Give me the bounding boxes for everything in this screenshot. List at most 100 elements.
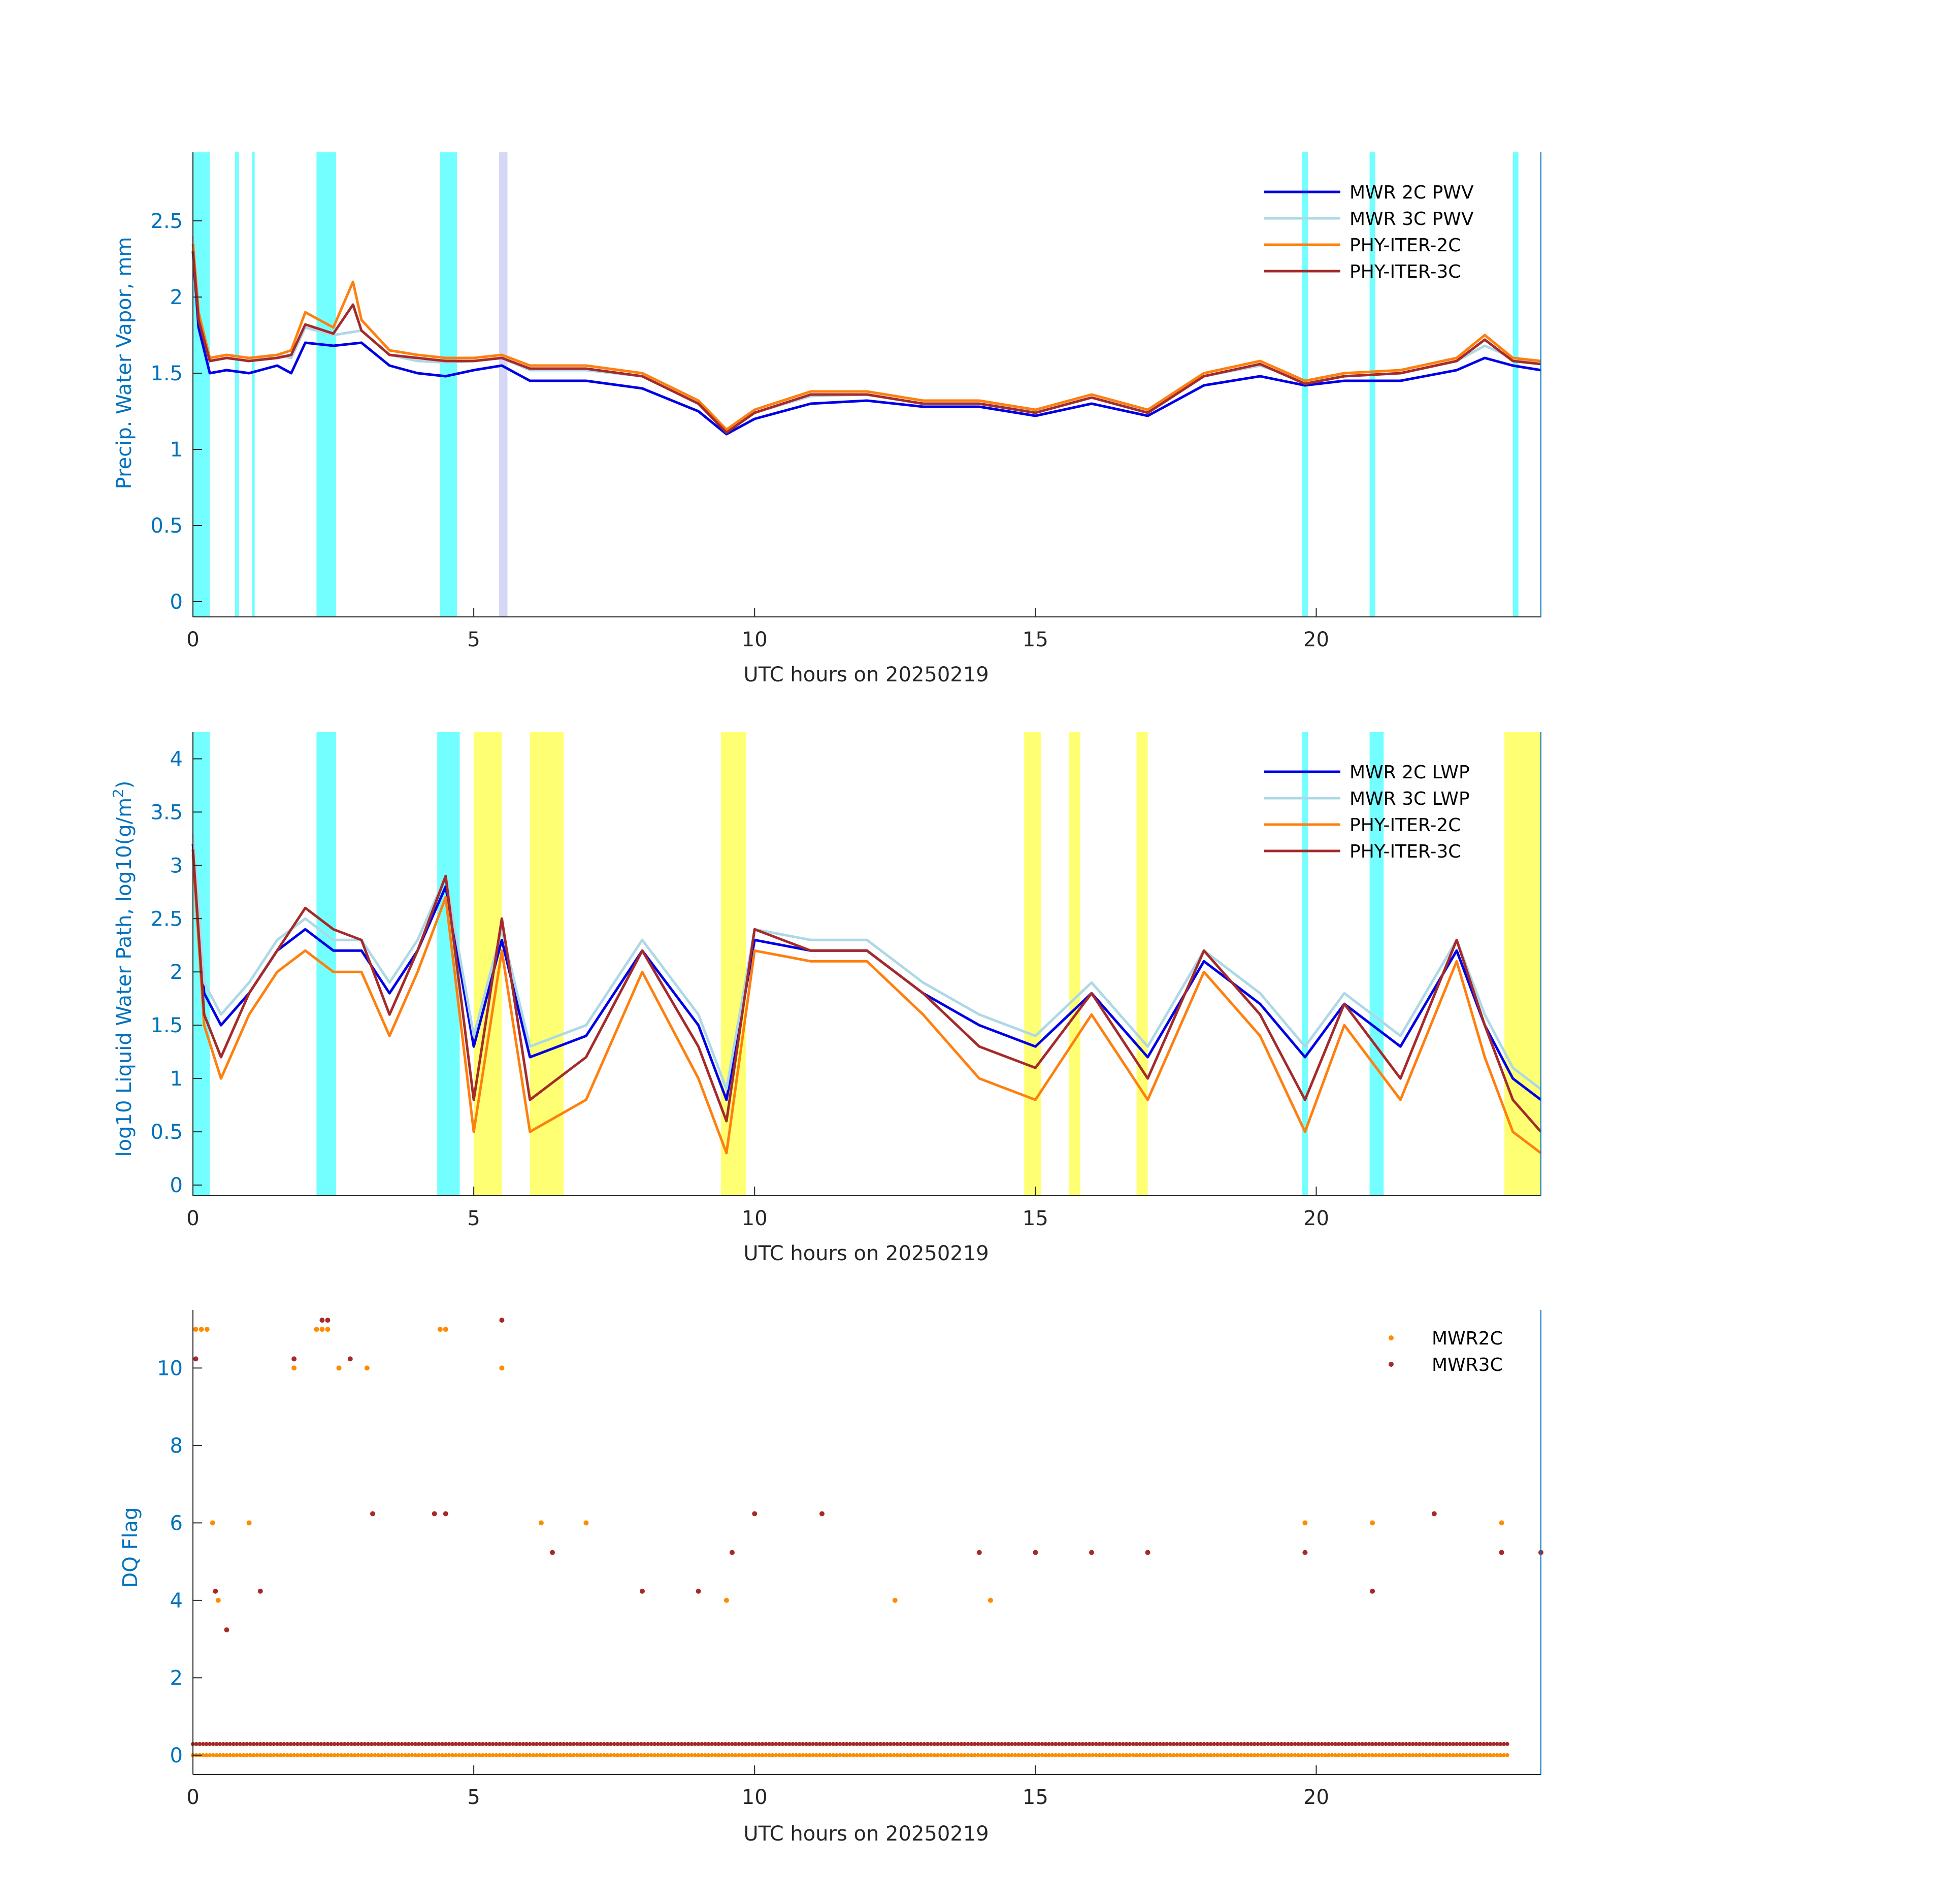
dq-point-baseline-mwr2c: [918, 1753, 923, 1757]
dq-point-baseline-mwr3c: [858, 1742, 863, 1746]
dq-point-baseline-mwr3c: [609, 1742, 613, 1746]
dq-point-baseline-mwr2c: [1016, 1753, 1021, 1757]
dq-point-baseline-mwr2c: [1138, 1753, 1142, 1757]
dq-point-baseline-mwr2c: [1006, 1753, 1011, 1757]
dq-point-baseline-mwr2c: [507, 1753, 512, 1757]
dq-point-baseline-mwr3c: [797, 1742, 802, 1746]
dq-point-baseline-mwr3c: [423, 1742, 427, 1746]
dq-point-baseline-mwr3c: [1131, 1742, 1135, 1746]
dq-point-baseline-mwr3c: [1080, 1742, 1085, 1746]
y-tick-label: 1.5: [150, 362, 183, 385]
dq-point-baseline-mwr3c: [538, 1742, 542, 1746]
dq-point-baseline-mwr3c: [784, 1742, 788, 1746]
lwp-axes: 0 5 10 15 20 0 0.5 1 1.5 2 2.5 3 3.5 4: [150, 732, 1541, 1230]
dq-point-baseline-mwr3c: [430, 1742, 435, 1746]
dq-point-baseline-mwr3c: [1242, 1742, 1246, 1746]
dq-point-baseline-mwr2c: [480, 1753, 485, 1757]
y-tick-label: 2.5: [150, 907, 183, 931]
dq-point-baseline-mwr2c: [774, 1753, 778, 1757]
dq-point-baseline-mwr2c: [824, 1753, 829, 1757]
dq-point-baseline-mwr3c: [504, 1742, 509, 1746]
y-tick-label: 2.5: [150, 210, 183, 233]
dq-point-baseline-mwr3c: [1168, 1742, 1172, 1746]
dq-point-baseline-mwr2c: [1326, 1753, 1331, 1757]
dq-point-baseline-mwr3c: [1195, 1742, 1199, 1746]
shade-band-yellow: [530, 732, 564, 1196]
dq-point-baseline-mwr3c: [1434, 1742, 1439, 1746]
dq-point-baseline-mwr2c: [1418, 1753, 1422, 1757]
dq-point-baseline-mwr3c: [373, 1742, 377, 1746]
dq-point-baseline-mwr2c: [1171, 1753, 1176, 1757]
pwv-series: [191, 236, 1541, 436]
dq-point-baseline-mwr3c: [1488, 1742, 1493, 1746]
dq-point-baseline-mwr3c: [1232, 1742, 1236, 1746]
dq-point-baseline-mwr3c: [673, 1742, 677, 1746]
dq-point-baseline-mwr3c: [554, 1742, 559, 1746]
dq-point-baseline-mwr3c: [676, 1742, 680, 1746]
dq-point-baseline-mwr2c: [952, 1753, 957, 1757]
dq-point-baseline-mwr3c: [1249, 1742, 1254, 1746]
dq-point-baseline-mwr2c: [1212, 1753, 1216, 1757]
dq-point-baseline-mwr2c: [329, 1753, 334, 1757]
dq-point-baseline-mwr3c: [238, 1742, 242, 1746]
dq-point-baseline-mwr2c: [1455, 1753, 1459, 1757]
dq-point-baseline-mwr3c: [1276, 1742, 1280, 1746]
dq-point-baseline-mwr2c: [1232, 1753, 1236, 1757]
dq-point-baseline-mwr2c: [558, 1753, 563, 1757]
dq-point-baseline-mwr3c: [737, 1742, 741, 1746]
series-line-mwr-2c-pwv: [191, 251, 1541, 436]
dq-point-baseline-mwr2c: [224, 1753, 229, 1757]
dq-point-baseline-mwr3c: [1428, 1742, 1432, 1746]
dq-point-mwr3c: [291, 1356, 297, 1362]
dq-point-baseline-mwr3c: [986, 1742, 991, 1746]
dq-point-baseline-mwr3c: [1340, 1742, 1344, 1746]
dq-point-baseline-mwr3c: [1269, 1742, 1273, 1746]
dq-point-baseline-mwr3c: [1222, 1742, 1227, 1746]
dq-point-baseline-mwr2c: [342, 1753, 347, 1757]
dq-point-baseline-mwr3c: [693, 1742, 697, 1746]
dq-point-mwr2c: [499, 1365, 505, 1371]
dq-point-mwr2c: [246, 1520, 252, 1526]
dq-point-baseline-mwr3c: [926, 1742, 930, 1746]
dq-point-baseline-mwr3c: [1030, 1742, 1034, 1746]
dq-point-baseline-mwr3c: [848, 1742, 852, 1746]
y-tick-label: 1.5: [150, 1014, 183, 1037]
dq-point-baseline-mwr2c: [679, 1753, 684, 1757]
dq-point-baseline-mwr3c: [1050, 1742, 1055, 1746]
dq-point-baseline-mwr2c: [1465, 1753, 1469, 1757]
dq-point-baseline-mwr2c: [1070, 1753, 1075, 1757]
dq-point-mwr2c: [1302, 1520, 1308, 1526]
dq-point-baseline-mwr2c: [780, 1753, 785, 1757]
dq-point-baseline-mwr3c: [639, 1742, 643, 1746]
series-line-phy-iter-2c: [191, 855, 1542, 1155]
dq-point-baseline-mwr3c: [484, 1742, 488, 1746]
dq-point-baseline-mwr2c: [383, 1753, 387, 1757]
dq-point-baseline-mwr2c: [767, 1753, 771, 1757]
dq-point-baseline-mwr2c: [683, 1753, 687, 1757]
dq-point-baseline-mwr3c: [1367, 1742, 1371, 1746]
dq-point-baseline-mwr3c: [895, 1742, 900, 1746]
dq-point-baseline-mwr3c: [339, 1742, 344, 1746]
dq-point-mwr2c: [538, 1520, 544, 1526]
dq-point-baseline-mwr3c: [315, 1742, 320, 1746]
legend-label: PHY-ITER-2C: [1349, 815, 1461, 836]
dq-point-mwr3c: [1145, 1550, 1150, 1555]
dq-point-baseline-mwr3c: [480, 1742, 485, 1746]
dq-point-baseline-mwr2c: [1080, 1753, 1085, 1757]
dq-point-baseline-mwr2c: [1370, 1753, 1375, 1757]
dq-point-baseline-mwr3c: [1431, 1742, 1435, 1746]
dq-point-baseline-mwr3c: [198, 1742, 202, 1746]
dq-point-baseline-mwr2c: [1114, 1753, 1118, 1757]
pwv-legend: MWR 2C PWV MWR 3C PWV PHY-ITER-2C PHY-ITER-…: [1264, 182, 1474, 282]
dq-point-baseline-mwr2c: [797, 1753, 802, 1757]
dq-point-baseline-mwr3c: [329, 1742, 334, 1746]
dq-point-baseline-mwr2c: [521, 1753, 525, 1757]
dq-point-baseline-mwr2c: [393, 1753, 398, 1757]
dq-point-baseline-mwr3c: [689, 1742, 694, 1746]
dq-point-baseline-mwr2c: [848, 1753, 852, 1757]
dq-point-baseline-mwr2c: [956, 1753, 960, 1757]
dq-point-baseline-mwr3c: [299, 1742, 303, 1746]
dq-point-baseline-mwr2c: [1087, 1753, 1092, 1757]
dq-point-baseline-mwr3c: [1444, 1742, 1449, 1746]
dq-point-baseline-mwr3c: [528, 1742, 532, 1746]
